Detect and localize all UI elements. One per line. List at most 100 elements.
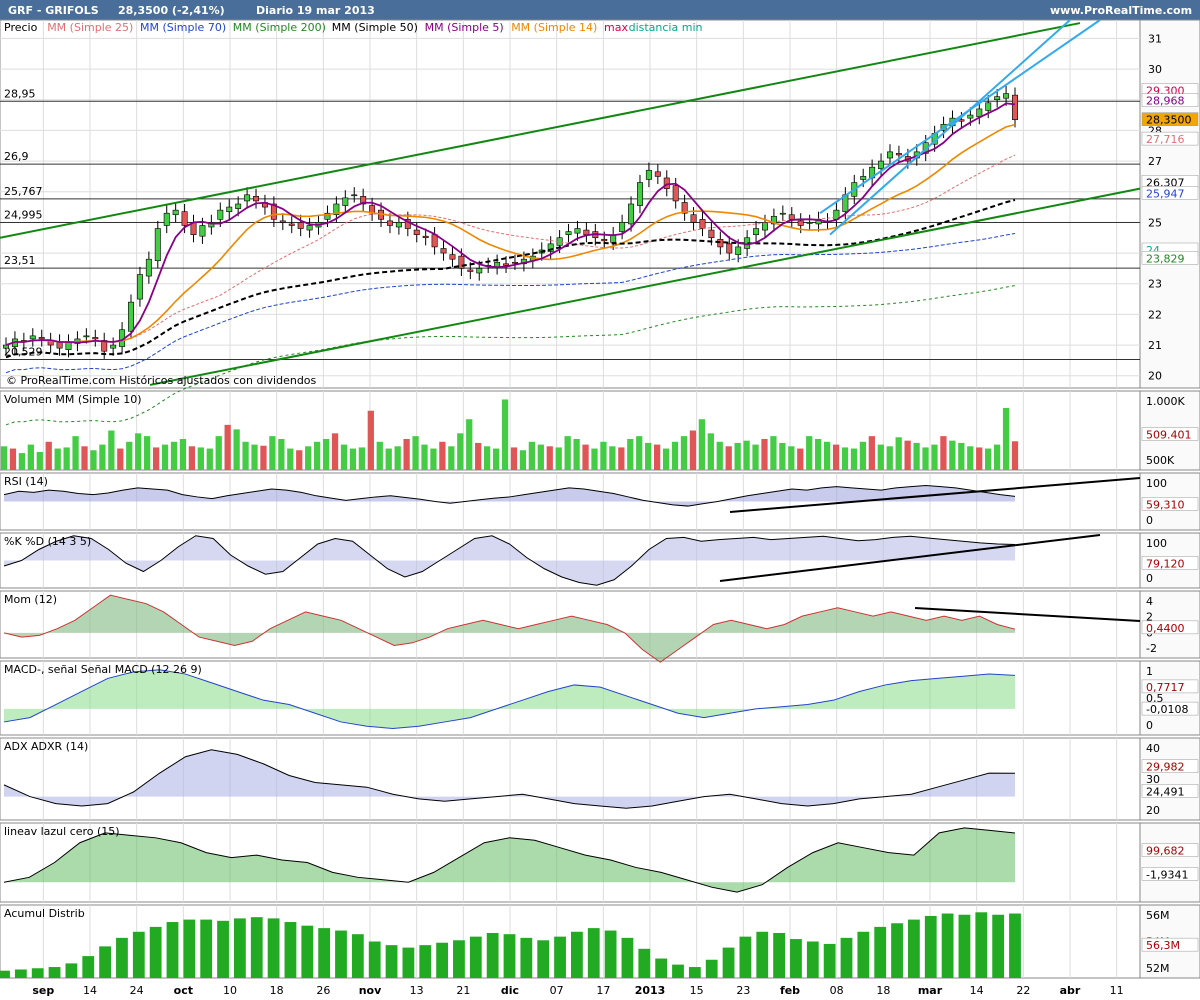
indicator-bar (832, 444, 840, 470)
indicator-bar (618, 447, 625, 470)
indicator-area (4, 669, 1015, 729)
x-tick-label: 15 (690, 984, 704, 997)
indicator-bar (655, 958, 668, 978)
indicator-bar (958, 442, 965, 470)
indicator-bar (734, 442, 741, 470)
indicator-bar (571, 931, 583, 978)
indicator-bar (183, 919, 196, 978)
value-tag (1141, 701, 1199, 716)
value-tag-label: -1,9341 (1146, 868, 1188, 881)
indicator-bar (278, 438, 285, 470)
value-tag (1141, 497, 1199, 511)
indicator-bar (349, 448, 357, 470)
legend-entry: MM (Simple 50) (332, 21, 418, 34)
y-tick-label: 31 (1148, 32, 1162, 45)
x-tick-label: mar (918, 984, 943, 997)
indicator-bar (14, 969, 27, 978)
panel-title: MACD-, señal Señal MACD (12 26 9) (4, 663, 202, 676)
indicator-bar (815, 438, 822, 470)
candle-body (583, 229, 590, 235)
candle-body (690, 214, 697, 223)
y-tick-label: 4 (1146, 595, 1153, 608)
value-tag-label: 24,491 (1146, 785, 1185, 798)
candle-body (136, 274, 143, 300)
indicator-bar (587, 928, 600, 978)
x-tick-label: 07 (550, 984, 564, 997)
y-tick-label: 0 (1146, 514, 1153, 527)
indicator-bar (161, 444, 169, 470)
indicator-bar (636, 436, 643, 470)
indicator-bar (967, 446, 974, 470)
mom-trendline (914, 607, 1141, 622)
candle-body (199, 225, 206, 237)
indicator-bar (251, 444, 258, 470)
indicator-bar (638, 948, 651, 978)
indicator-bar (233, 429, 240, 470)
indicator-bar (993, 444, 1001, 470)
candle-body (110, 344, 117, 349)
indicator-bar (301, 925, 314, 978)
candle-body (154, 228, 161, 262)
candle-body (128, 301, 134, 332)
y-tick-label: 0 (1146, 572, 1153, 585)
indicator-bar (296, 450, 303, 470)
candle-body (565, 231, 572, 235)
ma50-line (5, 199, 1016, 359)
indicator-bar (743, 440, 750, 470)
candle-body (297, 222, 304, 229)
y-tick-label: 40 (1146, 742, 1160, 755)
indicator-bar (448, 446, 455, 470)
indicator-bar (31, 968, 44, 978)
ma14-line (5, 123, 1016, 346)
candle-body (976, 108, 983, 117)
level-label: 24,995 (4, 209, 43, 222)
y-tick-label: 27 (1148, 155, 1162, 168)
rsi-trendline (729, 477, 1141, 513)
axis-frame (1139, 660, 1200, 736)
indicator-bar (412, 436, 419, 470)
candle-body (547, 243, 554, 252)
indicator-bar (716, 441, 723, 470)
y-tick-label: 0 (1146, 719, 1153, 732)
candle-body (181, 211, 188, 226)
x-tick-label: 22 (1016, 984, 1030, 997)
indicator-bar (823, 943, 836, 978)
indicator-bar (267, 918, 280, 978)
value-tag-label: 59,310 (1146, 498, 1185, 511)
indicator-bar (284, 922, 297, 978)
indicator-bar (806, 941, 819, 978)
indicator-bar (868, 436, 875, 470)
candle-body (422, 235, 429, 239)
candle-body (449, 254, 456, 260)
channel-line (829, 19, 1071, 236)
indicator-bar (99, 946, 111, 978)
x-tick-label: 14 (970, 984, 984, 997)
candle-body (619, 222, 626, 232)
indicator-bar (149, 926, 162, 978)
indicator-bar (421, 444, 428, 470)
price-tag-label: 27,716 (1146, 133, 1185, 146)
x-tick-label: 18 (876, 984, 890, 997)
indicator-bar (931, 444, 938, 470)
indicator-bar (688, 967, 701, 978)
indicator-bar (394, 446, 401, 470)
indicator-bar (206, 448, 213, 470)
value-tag (1141, 784, 1199, 798)
indicator-bar (537, 940, 550, 978)
indicator-bar (152, 447, 160, 470)
indicator-bar (358, 447, 366, 470)
axis-frame (1139, 737, 1200, 821)
indicator-bar (250, 917, 263, 978)
indicator-bar (197, 447, 204, 470)
indicator-bar (501, 399, 509, 470)
x-tick-label: 26 (316, 984, 330, 997)
y-tick-label: 500K (1146, 454, 1175, 467)
candle-body (92, 337, 99, 340)
indicator-bar (913, 442, 920, 470)
indicator-bar (773, 932, 785, 978)
value-tag-label: 56,3M (1146, 939, 1180, 952)
indicator-bar (0, 446, 8, 470)
candle-body (645, 169, 652, 180)
